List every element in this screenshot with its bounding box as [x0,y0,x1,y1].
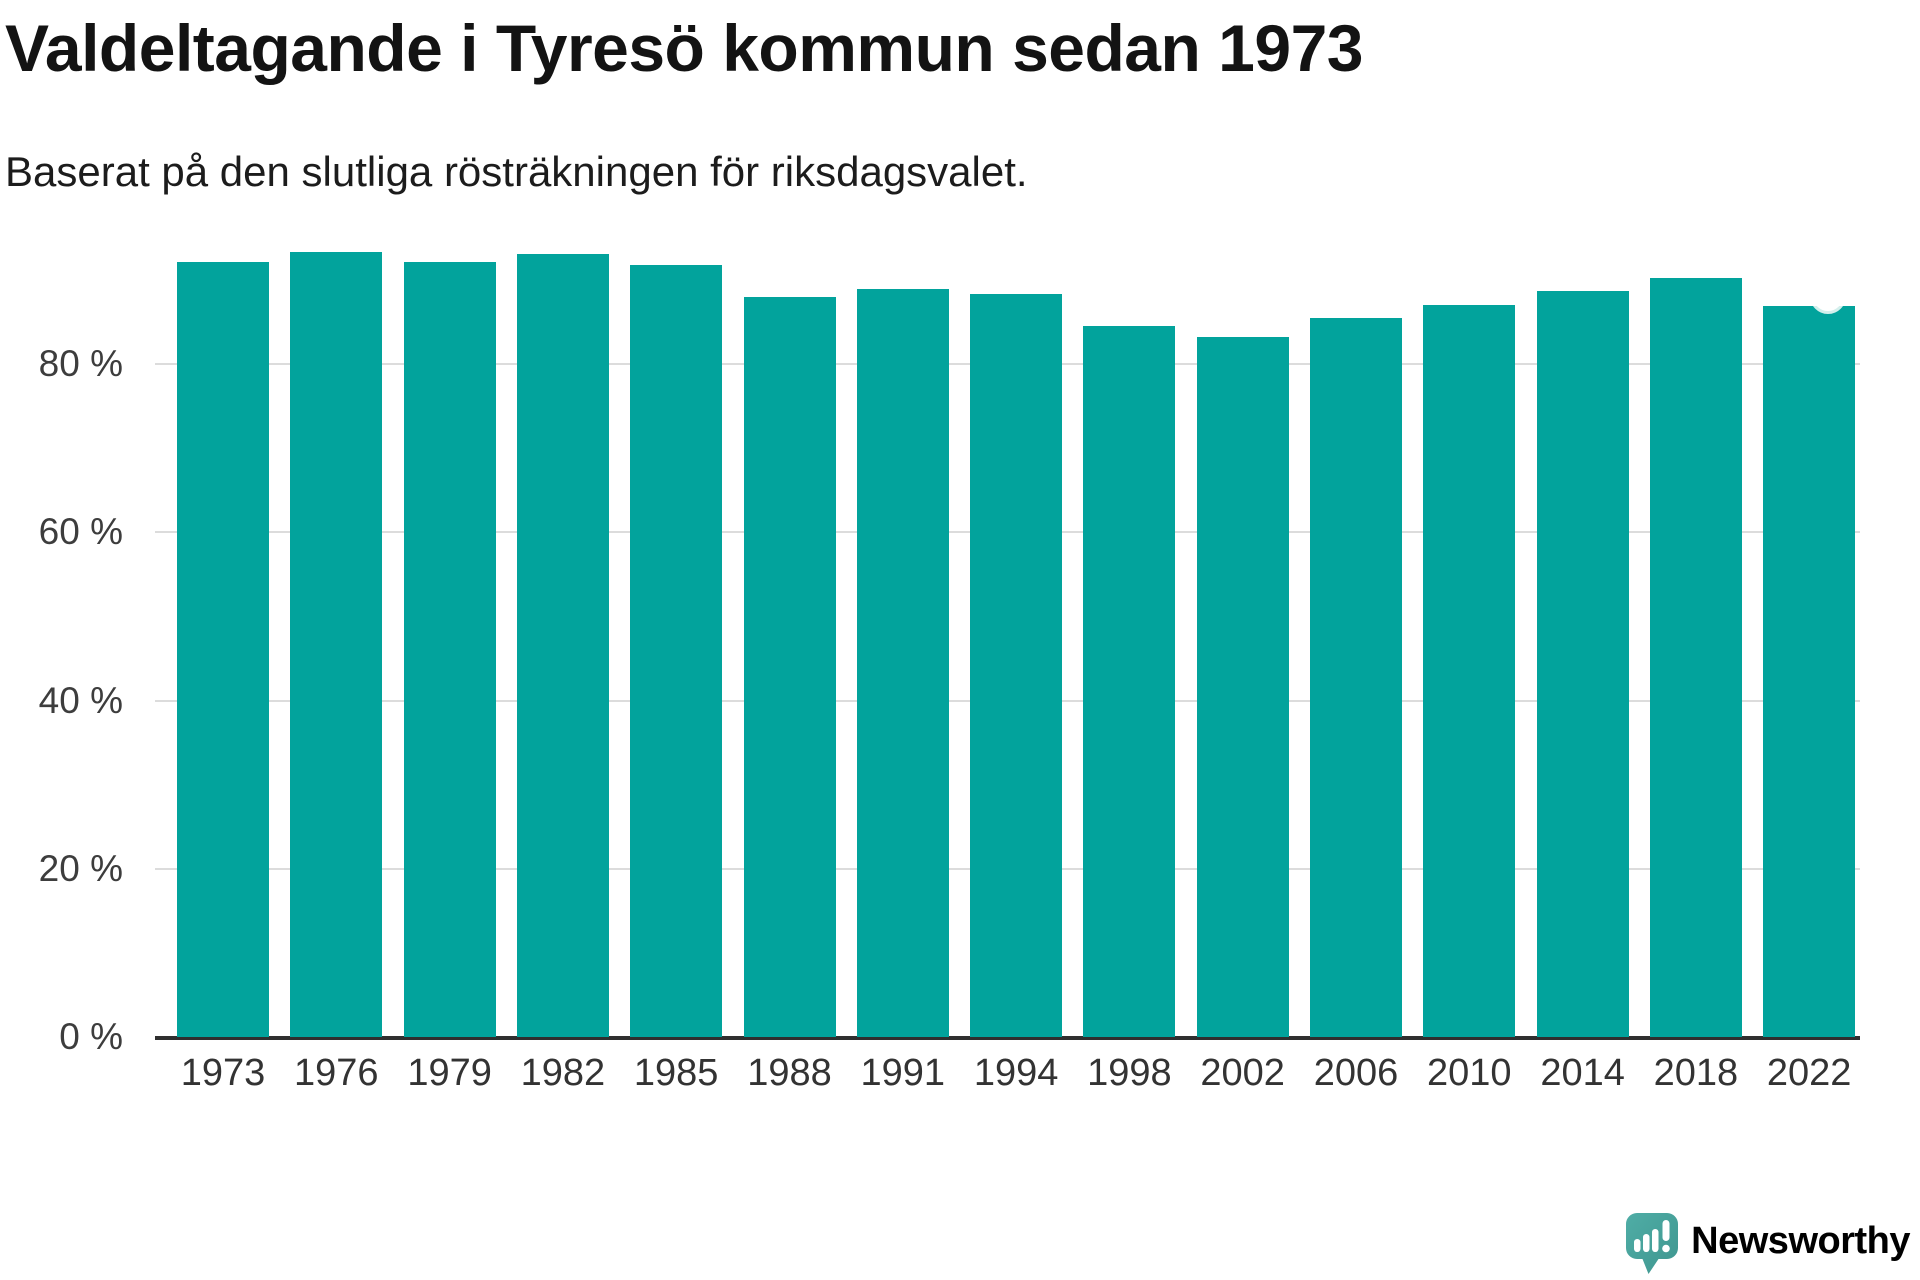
x-tick-label-2018: 2018 [1653,1052,1739,1094]
newsworthy-logo-text: Newsworthy [1691,1219,1910,1262]
x-tick-label-1988: 1988 [747,1052,832,1094]
y-tick-label: 20 % [38,847,123,889]
x-tick-label-1998: 1998 [1087,1052,1172,1094]
bar-1982 [516,254,609,1037]
x-tick-label-2002: 2002 [1200,1052,1285,1094]
bar-1985 [630,264,723,1037]
y-tick-label: 0 % [59,1016,123,1057]
x-tick-label-2014: 2014 [1540,1052,1625,1094]
newsworthy-bubble-chart-icon [1626,1213,1679,1274]
x-tick-label-2010: 2010 [1427,1052,1512,1094]
bar-1979 [403,261,496,1037]
plot-area [155,196,1860,1040]
x-tick-label-1982: 1982 [520,1052,606,1094]
y-axis: 0 % 20 % 40 % 60 % 80 % [0,0,123,1280]
y-tick-label: 60 % [38,511,123,553]
x-tick-label-1979: 1979 [407,1052,492,1094]
x-tick-label-1994: 1994 [973,1052,1059,1094]
bar-1973 [177,261,269,1037]
y-tick-label: 80 % [38,343,123,385]
y-tick-label: 40 % [38,679,123,721]
bar-2002 [1196,337,1289,1037]
bar-2014 [1536,291,1629,1037]
bar-2006 [1310,317,1402,1037]
chart-subtitle: Baserat på den slutliga rösträkningen fö… [5,148,1028,195]
x-tick-label-1985: 1985 [633,1052,719,1094]
bar-1991 [856,288,949,1037]
x-tick-label-1973: 1973 [180,1052,266,1094]
x-tick-label-1976: 1976 [294,1052,379,1094]
bar-2010 [1423,305,1516,1037]
bar-2018 [1649,278,1742,1037]
newsworthy-logo: Newsworthy [1625,1212,1910,1276]
bar-1988 [743,296,836,1037]
bar-1998 [1083,326,1176,1037]
x-tick-label-1991: 1991 [860,1052,946,1094]
bar-1976 [290,251,383,1037]
x-tick-label-2022: 2022 [1766,1052,1852,1094]
x-axis: 1973 1976 1979 1982 1985 1988 1991 1994 1998 2002… [155,1052,1860,1102]
chart-title: Valdeltagande i Tyresö kommun sedan 1973 [5,11,1363,85]
x-tick-label-2006: 2006 [1313,1052,1399,1094]
x-axis-line [155,1036,1860,1040]
latest-value-marker [1810,306,1847,315]
bar-1994 [970,293,1063,1037]
bar-2022 [1763,306,1856,1037]
